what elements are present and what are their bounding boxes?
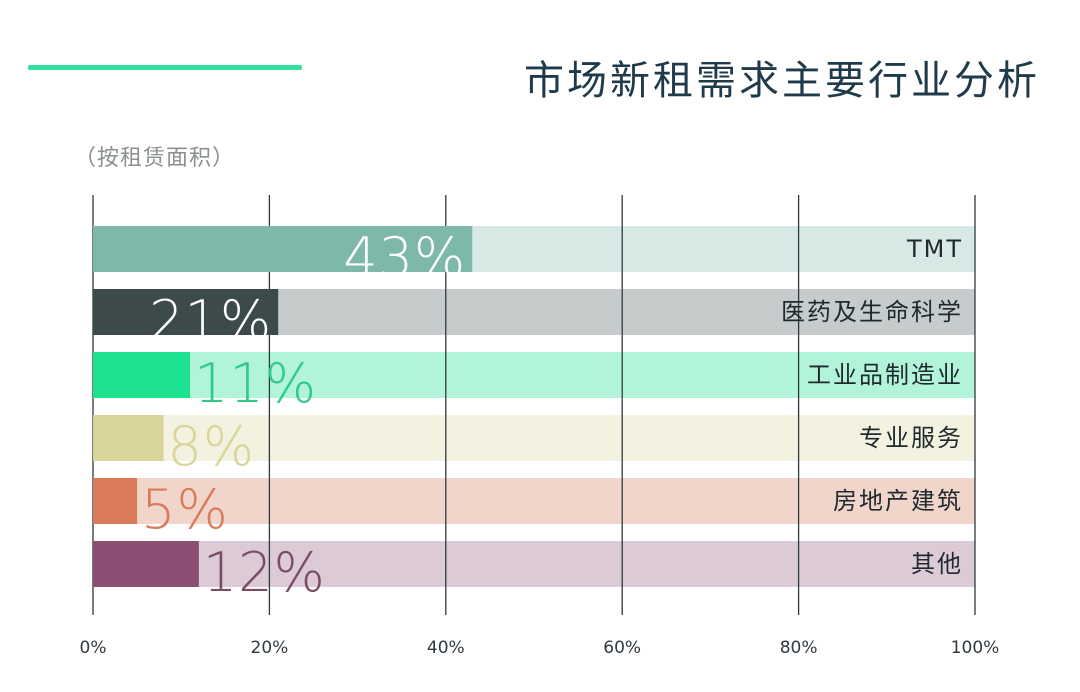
x-tick-label: 80% <box>780 638 818 658</box>
data-label: 11% <box>194 352 317 415</box>
bar <box>93 478 138 524</box>
accent-line <box>28 65 302 70</box>
x-tick-label: 0% <box>80 638 107 658</box>
bar-track <box>93 352 975 398</box>
data-label: 8% <box>168 415 256 478</box>
bar-track <box>93 478 975 524</box>
category-label: 房地产建筑 <box>833 487 963 515</box>
category-label: 专业服务 <box>859 424 963 452</box>
category-label: 其他 <box>911 550 963 578</box>
chart-subtitle: （按租赁面积） <box>74 146 236 171</box>
bar <box>93 289 279 335</box>
data-label: 43% <box>343 226 466 289</box>
bar <box>93 226 473 272</box>
bar <box>93 541 199 587</box>
x-tick-label: 20% <box>251 638 289 658</box>
chart-title: 市场新租需求主要行业分析 <box>524 58 1040 104</box>
category-label: TMT <box>906 235 963 263</box>
bar <box>93 415 164 461</box>
x-tick-label: 60% <box>603 638 641 658</box>
category-label: 医药及生命科学 <box>781 298 963 326</box>
bar <box>93 352 191 398</box>
data-label: 12% <box>203 541 326 604</box>
data-label: 5% <box>141 478 229 541</box>
bar-track <box>93 415 975 461</box>
category-label: 工业品制造业 <box>807 361 963 389</box>
x-tick-label: 100% <box>951 638 1000 658</box>
x-tick-label: 40% <box>427 638 465 658</box>
data-label: 21% <box>149 289 272 352</box>
bar-track <box>93 541 975 587</box>
